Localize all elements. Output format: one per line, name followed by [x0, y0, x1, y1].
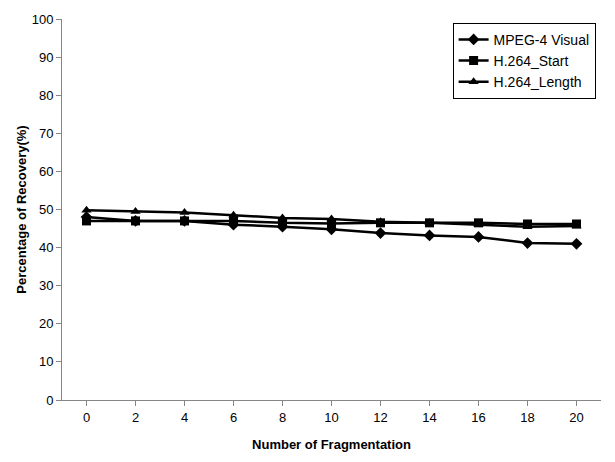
svg-text:4: 4: [181, 410, 188, 425]
svg-text:70: 70: [39, 126, 53, 141]
svg-text:90: 90: [39, 50, 53, 65]
svg-text:H.264_Start: H.264_Start: [494, 53, 569, 69]
svg-text:Number of Fragmentation: Number of Fragmentation: [252, 437, 411, 452]
svg-text:40: 40: [39, 240, 53, 255]
svg-text:8: 8: [279, 410, 286, 425]
svg-text:0: 0: [46, 393, 53, 408]
svg-text:14: 14: [422, 410, 436, 425]
svg-text:100: 100: [32, 12, 54, 27]
svg-text:Percentage of Recovery(%): Percentage of Recovery(%): [14, 125, 29, 293]
svg-text:20: 20: [39, 316, 53, 331]
svg-text:20: 20: [569, 410, 583, 425]
svg-text:MPEG-4 Visual: MPEG-4 Visual: [494, 32, 589, 48]
svg-text:60: 60: [39, 164, 53, 179]
svg-text:10: 10: [324, 410, 338, 425]
svg-text:2: 2: [132, 410, 139, 425]
svg-text:18: 18: [520, 410, 534, 425]
svg-text:12: 12: [373, 410, 387, 425]
svg-text:6: 6: [230, 410, 237, 425]
svg-text:80: 80: [39, 88, 53, 103]
svg-text:H.264_Length: H.264_Length: [494, 74, 582, 90]
svg-text:10: 10: [39, 354, 53, 369]
svg-text:0: 0: [83, 410, 90, 425]
svg-text:30: 30: [39, 278, 53, 293]
svg-text:50: 50: [39, 202, 53, 217]
svg-text:16: 16: [471, 410, 485, 425]
